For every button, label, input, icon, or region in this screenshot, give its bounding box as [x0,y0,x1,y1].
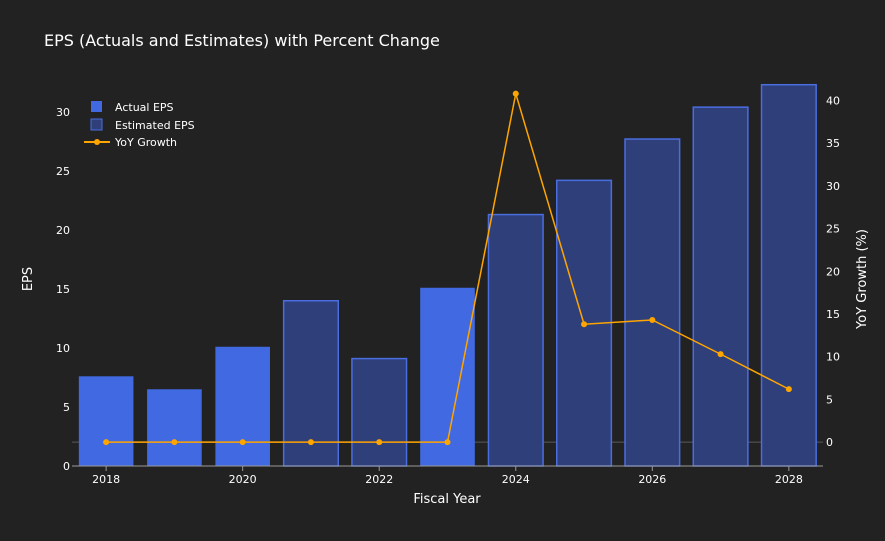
x-tick-label-2018: 2018 [92,473,120,486]
point-yoy-growth-2021 [307,439,314,446]
bar-estimated-eps-2024 [487,213,544,467]
y-tick-label-20: 20 [56,224,70,237]
point-yoy-growth-2018 [103,439,110,446]
x-tick-label-2024: 2024 [502,473,530,486]
point-yoy-growth-2023 [444,439,451,446]
legend-swatch-estimated-eps [90,118,103,131]
point-yoy-growth-2025 [581,321,588,328]
bar-actual-eps-2019 [147,389,202,466]
y2-tick-label-5: 5 [826,393,833,406]
bar-actual-eps-2020 [215,346,270,466]
y-tick-label-5: 5 [63,401,70,414]
bar-estimated-eps-2028 [760,83,817,467]
x-axis-label: Fiscal Year [413,492,481,507]
x-tick-label-2026: 2026 [638,473,666,486]
point-yoy-growth-2020 [239,439,246,446]
legend-marker-yoy-growth [94,139,100,145]
y-tick-label-0: 0 [63,460,70,473]
legend: Actual EPS Estimated EPS YoY Growth [84,101,195,149]
y-axis-label: EPS [21,267,36,291]
y2-tick-label-0: 0 [826,436,833,449]
y2-tick-label-10: 10 [826,351,840,364]
bar-estimated-eps-2021 [282,299,340,467]
point-yoy-growth-2024 [512,90,519,97]
y2-tick-label-30: 30 [826,180,840,193]
bar-actual-eps-2018 [78,376,134,466]
y-tick-label-15: 15 [56,283,70,296]
bar-actual-eps-2023 [420,287,475,466]
y2-tick-label-35: 35 [826,137,840,150]
bar-estimated-eps-2026 [624,138,681,467]
legend-swatch-actual-eps [91,101,102,112]
y2-tick-label-40: 40 [826,94,840,107]
point-yoy-growth-2028 [785,386,792,393]
y2-tick-label-20: 20 [826,265,840,278]
x-tick-label-2022: 2022 [365,473,393,486]
bar-estimated-eps-2027 [692,106,749,467]
point-yoy-growth-2026 [649,316,656,323]
legend-label-estimated-eps: Estimated EPS [115,119,195,132]
y2-tick-label-25: 25 [826,223,840,236]
legend-label-actual-eps: Actual EPS [115,101,174,114]
y-tick-label-25: 25 [56,165,70,178]
chart-title: EPS (Actuals and Estimates) with Percent… [44,31,440,50]
point-yoy-growth-2027 [717,351,724,358]
legend-label-yoy-growth: YoY Growth [114,136,177,149]
y-tick-label-30: 30 [56,106,70,119]
x-tick-label-2020: 2020 [229,473,257,486]
y2-tick-label-15: 15 [826,308,840,321]
y-tick-label-10: 10 [56,342,70,355]
y2-axis-label: YoY Growth (%) [855,229,870,330]
point-yoy-growth-2019 [171,439,178,446]
x-tick-label-2028: 2028 [775,473,803,486]
bar-estimated-eps-2022 [351,357,408,467]
point-yoy-growth-2022 [376,439,383,446]
